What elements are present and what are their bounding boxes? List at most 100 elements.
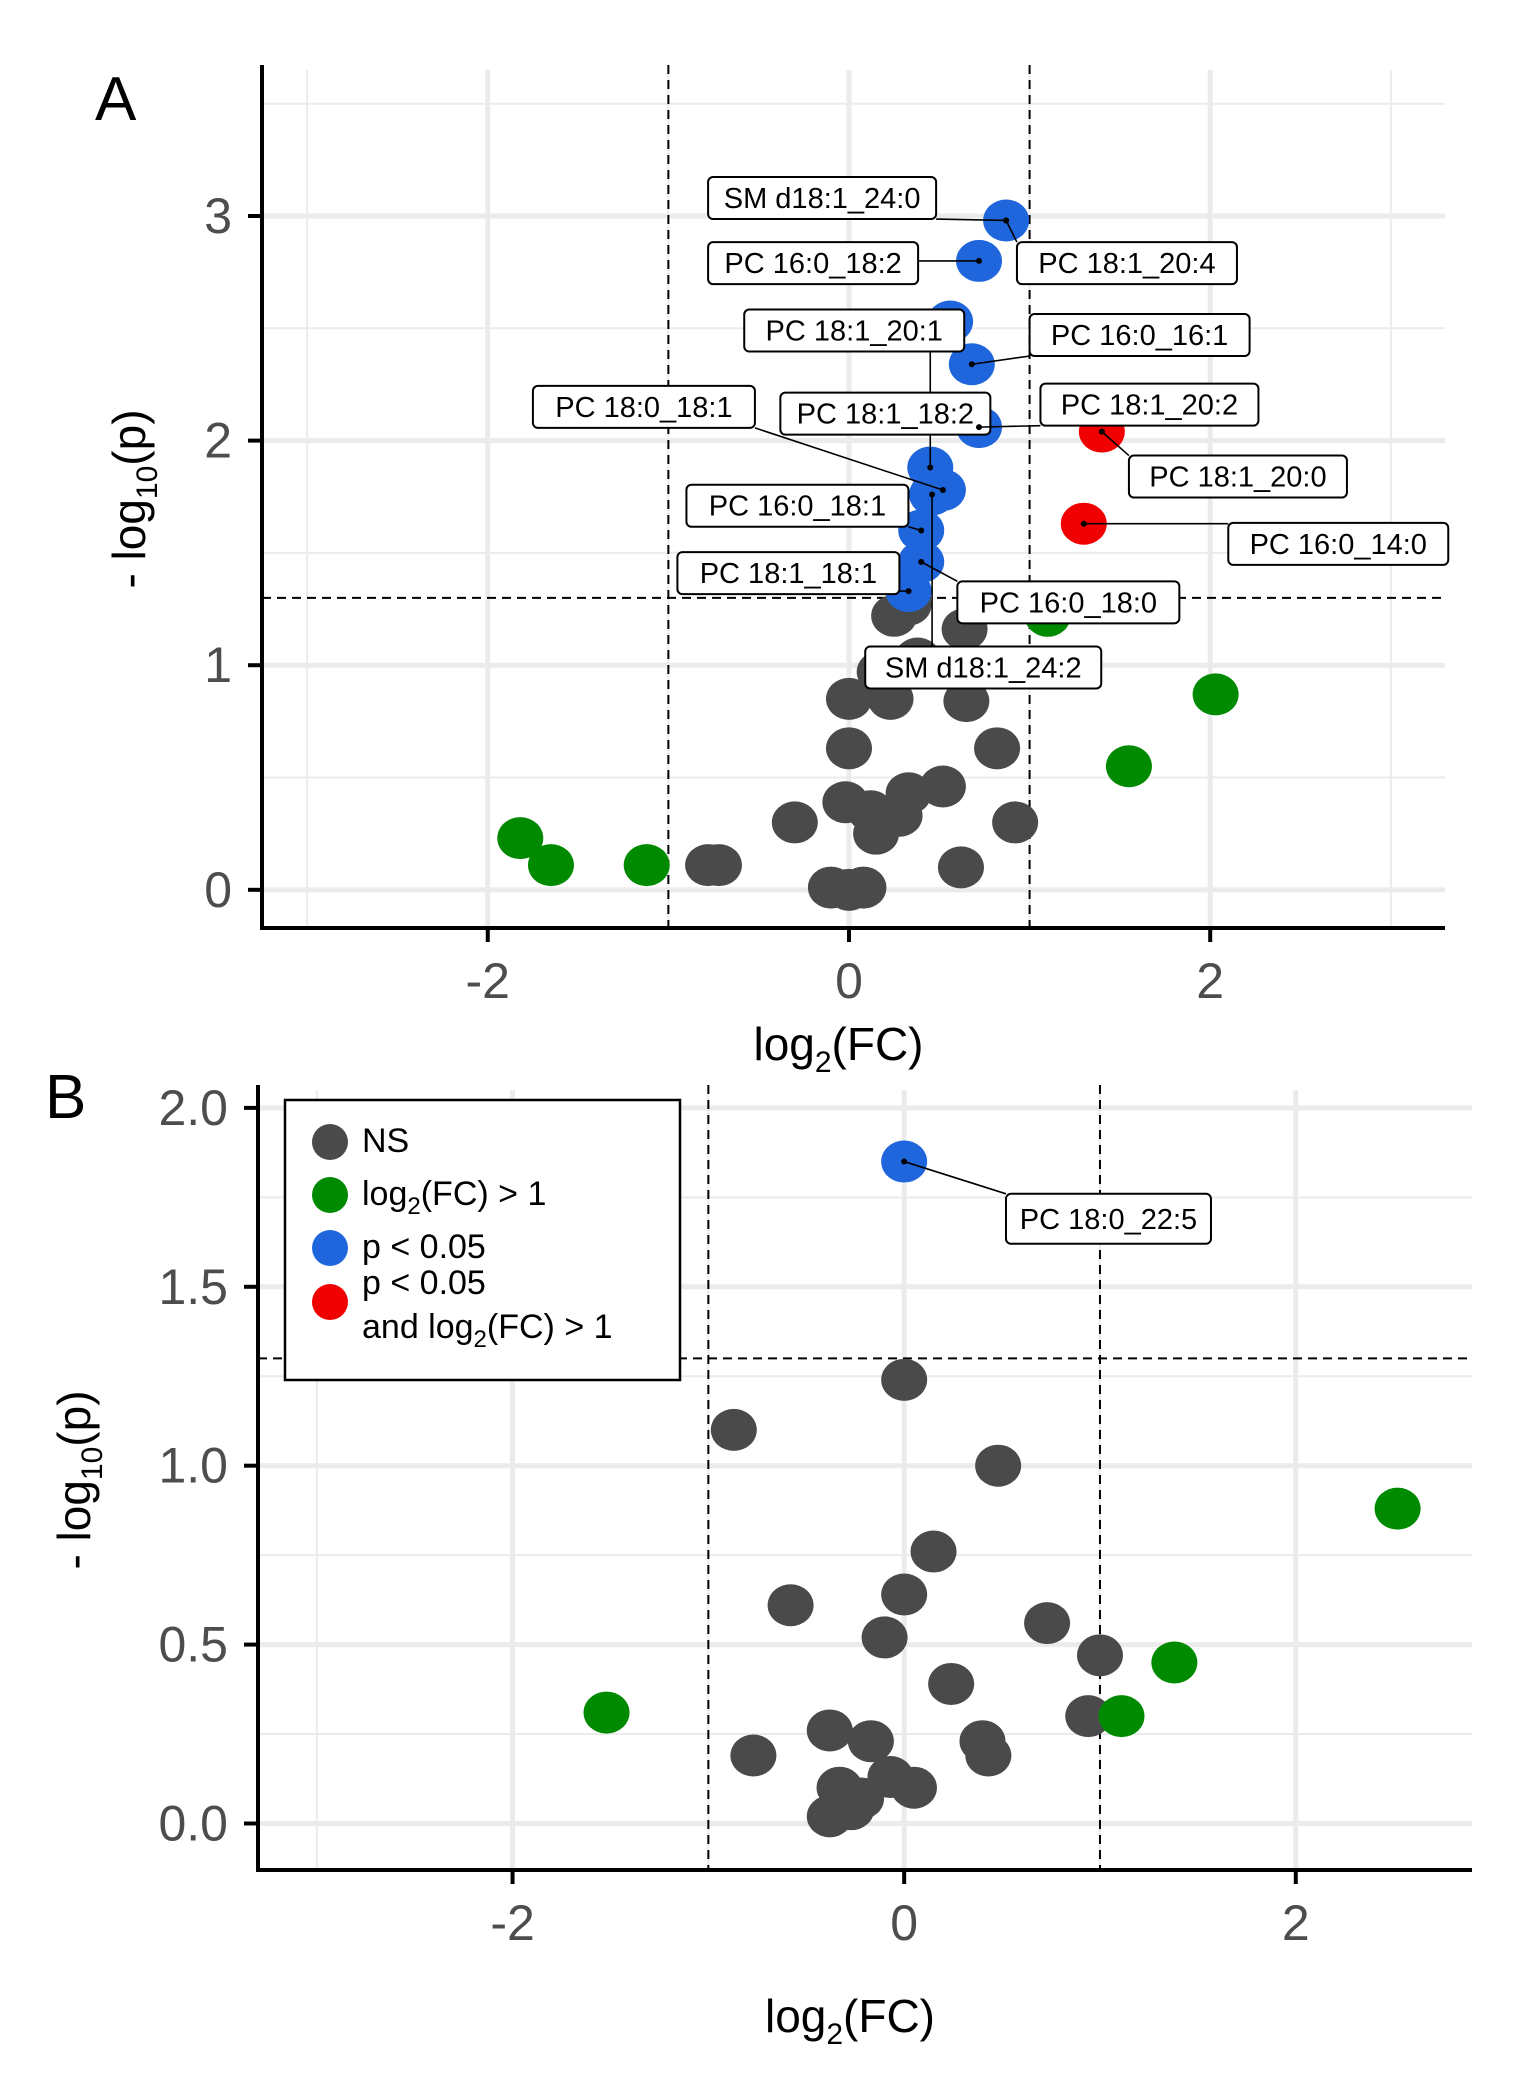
- annotation-box: [531, 384, 756, 429]
- x-tick-label: 2: [1282, 1895, 1310, 1951]
- data-point-NS: [937, 846, 984, 889]
- annotation-arrowhead: [1098, 428, 1105, 435]
- data-point-NS: [840, 866, 887, 909]
- annotation-label: PC 18:1_20:0: [1149, 462, 1326, 494]
- annotation-box: [676, 551, 901, 596]
- data-point-NS: [890, 1766, 937, 1809]
- annotation-label: PC 18:1_18:2: [797, 399, 974, 431]
- data-point-fc: [583, 1691, 630, 1734]
- annotation-box: [779, 391, 992, 436]
- y-tick-label: 0.0: [158, 1795, 228, 1851]
- legend-swatch-fc: [312, 1177, 348, 1213]
- y-axis-title: - log10(p): [48, 1390, 109, 1569]
- annotation-arrowhead: [918, 527, 925, 534]
- annotation-leader: [971, 355, 1030, 366]
- annotation-label: PC 16:0_18:1: [709, 491, 886, 523]
- annotation-label: PC 18:1_20:1: [766, 316, 943, 348]
- annotation-label: PC 18:1_20:2: [1061, 390, 1238, 422]
- annotation-leader: [903, 1160, 1007, 1195]
- y-tick-label: 1.0: [158, 1438, 228, 1494]
- legend-box: [283, 1098, 682, 1382]
- annotation-box: [864, 645, 1103, 690]
- data-point-NS: [881, 1358, 928, 1401]
- data-point-NS: [1065, 1695, 1112, 1738]
- legend: NS log2(FC) > 1 p < 0.05p < 0.05 and log2(F…: [283, 1098, 682, 1382]
- data-point-fc: [1151, 1641, 1198, 1684]
- annotation-label: SM d18:1_24:2: [885, 652, 1082, 684]
- annotation-arrowhead: [905, 588, 912, 595]
- data-point-fc: [527, 844, 574, 887]
- y-tick-label: 0: [204, 862, 232, 918]
- y-tick-label: 2: [204, 413, 232, 469]
- annotation-box: [1004, 1192, 1212, 1245]
- data-point-NS: [974, 727, 1021, 770]
- annotation-arrowhead: [918, 558, 925, 565]
- data-point-NS: [695, 844, 742, 887]
- annotation-label: SM d18:1_24:0: [724, 183, 921, 215]
- legend-label-fc: log2(FC) > 1: [362, 1175, 546, 1220]
- data-point-NS: [975, 1444, 1022, 1487]
- annotation-arrowhead: [939, 487, 946, 494]
- data-point-NS: [910, 1530, 957, 1573]
- annotation-label: PC 16:0_18:0: [980, 587, 1157, 619]
- y-axis-title: - log10(p): [103, 409, 164, 588]
- data-point-NS: [1076, 1634, 1123, 1677]
- annotation-box: [1028, 313, 1251, 358]
- legend-swatch-p: [312, 1230, 348, 1266]
- data-point-NS: [1024, 1602, 1071, 1645]
- y-tick-label: 0.5: [158, 1617, 228, 1673]
- data-point-NS: [825, 677, 872, 720]
- x-tick-label: -2: [490, 1895, 534, 1951]
- data-point-fc: [623, 844, 670, 887]
- data-point-fc: [1098, 1695, 1145, 1738]
- data-point-fc: [1192, 673, 1239, 716]
- data-point-NS: [861, 1616, 908, 1659]
- annotation-arrowhead: [929, 491, 936, 498]
- legend-label-NS: NS: [362, 1122, 409, 1160]
- annotations: PC 18:0_22:5: [901, 1158, 1212, 1245]
- legend-label-both: p < 0.05: [362, 1264, 486, 1302]
- data-point-NS: [730, 1734, 777, 1777]
- legend-swatch-NS: [312, 1124, 348, 1160]
- data-point-NS: [992, 801, 1039, 844]
- panel-a-letter: A: [95, 65, 137, 134]
- data-point-NS: [881, 1573, 928, 1616]
- annotation-label: PC 18:1_20:4: [1038, 248, 1215, 280]
- data-point-NS: [806, 1709, 853, 1752]
- panel-b: B -2 0 2 0.0 0.5 1.0 1.5 2.0 log2(FC) - log10(p) P…: [45, 1063, 1472, 2051]
- data-point-NS: [771, 801, 818, 844]
- legend-label-p: p < 0.05: [362, 1228, 486, 1266]
- data-point-NS: [928, 1662, 975, 1705]
- y-tick-label: 1.5: [158, 1259, 228, 1315]
- annotation-label: PC 18:0_18:1: [555, 392, 732, 424]
- x-axis-title: log2(FC): [753, 1018, 923, 1079]
- data-point-fc: [1105, 745, 1152, 788]
- annotation-arrowhead: [1080, 520, 1087, 527]
- data-point-NS: [767, 1584, 814, 1627]
- data-point-NS: [943, 680, 990, 723]
- annotation-leader: [920, 561, 958, 583]
- annotation-box: [956, 580, 1181, 625]
- annotation-label: PC 18:0_22:5: [1020, 1204, 1197, 1236]
- data-point-NS: [847, 1720, 894, 1763]
- annotation-box: [1039, 382, 1260, 427]
- annotations: SM d18:1_24:0 PC 16:0_18:2 PC 18:1_20:4 PC …: [531, 176, 1450, 690]
- annotation-arrowhead: [901, 1158, 908, 1165]
- panel-b-letter: B: [45, 1063, 86, 1132]
- panel-a: A -2 0 2 0 1 2 3 log2(FC) - log10(p) SM d18:1_24:…: [95, 65, 1450, 1079]
- annotation-box: [707, 176, 938, 221]
- annotation-box: [1127, 454, 1348, 499]
- data-point-fc: [1374, 1487, 1421, 1530]
- data-point-NS: [710, 1408, 757, 1451]
- x-tick-label: 2: [1196, 953, 1224, 1009]
- data-point-NS: [885, 772, 932, 815]
- annotation-leader: [754, 427, 944, 491]
- annotation-arrowhead: [976, 424, 983, 431]
- legend-label-both-line2: and log2(FC) > 1: [362, 1308, 613, 1353]
- legend-swatch-both: [312, 1284, 348, 1320]
- annotation-label: PC 16:0_16:1: [1051, 320, 1228, 352]
- annotation-box: [1015, 241, 1238, 286]
- y-tick-label: 2.0: [158, 1080, 228, 1136]
- annotation-arrowhead: [927, 464, 934, 471]
